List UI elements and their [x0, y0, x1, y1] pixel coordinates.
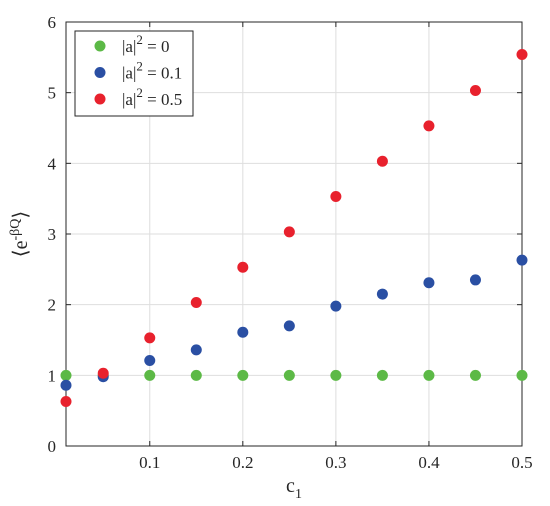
y-tick-label: 5 — [48, 84, 57, 103]
axes: 0.1 0.2 0.3 0.4 0.5 0 1 2 3 4 5 6 — [48, 13, 533, 472]
y-axis-label-close: ⟩ — [10, 211, 32, 219]
data-point-series-3 — [423, 120, 435, 132]
data-point-series-3 — [237, 261, 249, 273]
legend-label-post: = 0.5 — [143, 90, 182, 109]
data-point-series-1 — [376, 369, 388, 381]
data-point-series-1 — [469, 369, 481, 381]
y-tick-label: 3 — [48, 225, 57, 244]
data-point-series-2 — [330, 300, 342, 312]
x-tick-label: 0.2 — [232, 453, 253, 472]
legend-label-post: = 0 — [143, 37, 170, 56]
data-point-series-2 — [144, 354, 156, 366]
legend-label-pre: |a| — [122, 64, 136, 83]
data-point-series-3 — [469, 85, 481, 97]
y-tick-label: 2 — [48, 296, 57, 315]
legend-label-post: = 0.1 — [143, 64, 182, 83]
y-tick-label: 1 — [48, 366, 57, 385]
axis-labels: c1⟨e-βQ⟩ — [8, 211, 302, 502]
legend-marker — [94, 67, 106, 78]
x-tick-label: 0.1 — [139, 453, 160, 472]
y-axis-label-main: ⟨e — [10, 240, 32, 257]
x-axis-label-main: c — [286, 475, 295, 497]
legend: |a|2 = 0|a|2 = 0.1|a|2 = 0.5 — [74, 30, 194, 117]
data-point-series-1 — [237, 369, 249, 381]
legend-marker — [94, 40, 106, 52]
legend-label-sup: 2 — [136, 59, 143, 74]
data-point-series-3 — [330, 191, 342, 203]
data-point-series-2 — [516, 254, 528, 266]
data-point-series-3 — [516, 49, 528, 61]
data-points — [60, 49, 528, 407]
data-point-series-2 — [190, 344, 202, 356]
x-tick-label: 0.4 — [418, 453, 440, 472]
data-point-series-1 — [330, 369, 342, 381]
data-point-series-1 — [283, 369, 295, 381]
data-point-series-2 — [60, 379, 72, 391]
data-point-series-1 — [190, 369, 202, 381]
x-tick-label: 0.5 — [511, 453, 532, 472]
x-axis-label: c1 — [286, 475, 302, 502]
data-point-series-1 — [516, 369, 528, 381]
y-tick-label: 6 — [48, 13, 57, 32]
data-point-series-2 — [237, 326, 249, 338]
y-axis-label-sup: -βQ — [8, 219, 23, 241]
legend-entry: |a|2 = 0.1 — [122, 59, 182, 83]
data-point-series-2 — [283, 320, 295, 332]
data-point-series-2 — [423, 277, 435, 289]
legend-entry: |a|2 = 0 — [122, 32, 169, 56]
data-point-series-2 — [469, 274, 481, 286]
legend-label-sup: 2 — [136, 32, 143, 47]
data-point-series-2 — [376, 288, 388, 300]
data-point-series-1 — [60, 369, 72, 381]
data-point-series-3 — [60, 395, 72, 407]
x-axis-label-sub: 1 — [295, 487, 302, 502]
legend-label-sup: 2 — [136, 85, 143, 100]
data-point-series-3 — [190, 297, 202, 309]
y-tick-label: 4 — [48, 154, 57, 173]
y-axis-label: ⟨e-βQ⟩ — [8, 211, 32, 257]
x-tick-label: 0.3 — [325, 453, 346, 472]
legend-marker — [94, 93, 106, 105]
y-tick-label: 0 — [48, 437, 57, 456]
data-point-series-3 — [97, 367, 109, 379]
legend-label-pre: |a| — [122, 37, 136, 56]
data-point-series-3 — [283, 226, 295, 238]
data-point-series-3 — [376, 155, 388, 167]
legend-entry: |a|2 = 0.5 — [122, 85, 182, 109]
data-point-series-3 — [144, 332, 156, 344]
data-point-series-1 — [144, 369, 156, 381]
data-point-series-1 — [423, 369, 435, 381]
legend-label-pre: |a| — [122, 90, 136, 109]
